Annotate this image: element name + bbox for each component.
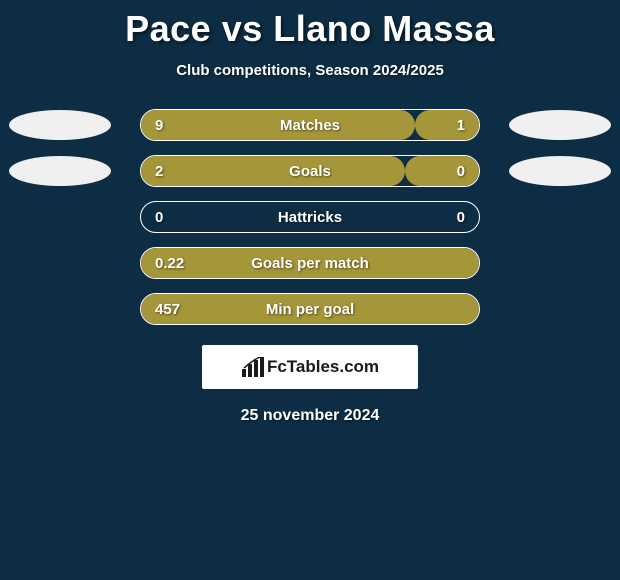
stat-value-left: 0 (155, 202, 163, 232)
stat-bar-fill-left (141, 156, 405, 186)
stat-value-right: 1 (457, 110, 465, 140)
stat-value-right: 0 (457, 156, 465, 186)
stat-bar-fill-left (141, 248, 479, 278)
stat-bar-track: 0 0Hattricks (140, 201, 480, 233)
stat-bar-fill-right (405, 156, 479, 186)
player1-name: Pace (125, 8, 211, 49)
stat-bar-track: 20Goals (140, 155, 480, 187)
stat-row: 457Min per goal (0, 293, 620, 325)
stat-bar-fill-right (415, 110, 479, 140)
brand-text: FcTables.com (267, 357, 379, 377)
stat-row: 20Goals (0, 155, 620, 187)
stat-row: 0 0Hattricks (0, 201, 620, 233)
stat-value-left: 0.22 (155, 248, 184, 278)
stat-value-left: 457 (155, 294, 180, 324)
player1-badge-placeholder (9, 110, 111, 140)
fctables-bars-icon (241, 357, 265, 377)
stat-value-left: 2 (155, 156, 163, 186)
stat-bar-fill-left (141, 294, 479, 324)
date-text: 25 november 2024 (0, 407, 620, 425)
stat-bar-track: 91Matches (140, 109, 480, 141)
stat-row: 0.22Goals per match (0, 247, 620, 279)
player2-badge-placeholder (509, 156, 611, 186)
stat-bar-fill-left (141, 110, 415, 140)
stat-bar-track: 457Min per goal (140, 293, 480, 325)
stat-value-right: 0 (457, 202, 465, 232)
subtitle: Club competitions, Season 2024/2025 (0, 62, 620, 79)
player2-name: Llano Massa (273, 8, 495, 49)
stats-container: 91Matches20Goals00Hattricks0.22Goals per… (0, 109, 620, 325)
brand-box: FcTables.com (202, 345, 418, 389)
stat-label: Hattricks (141, 202, 479, 232)
player2-badge-placeholder (509, 110, 611, 140)
stat-bar-track: 0.22Goals per match (140, 247, 480, 279)
player1-badge-placeholder (9, 156, 111, 186)
stat-row: 91Matches (0, 109, 620, 141)
comparison-title: Pace vs Llano Massa (0, 0, 620, 50)
stat-value-left: 9 (155, 110, 163, 140)
vs-text: vs (222, 8, 263, 49)
